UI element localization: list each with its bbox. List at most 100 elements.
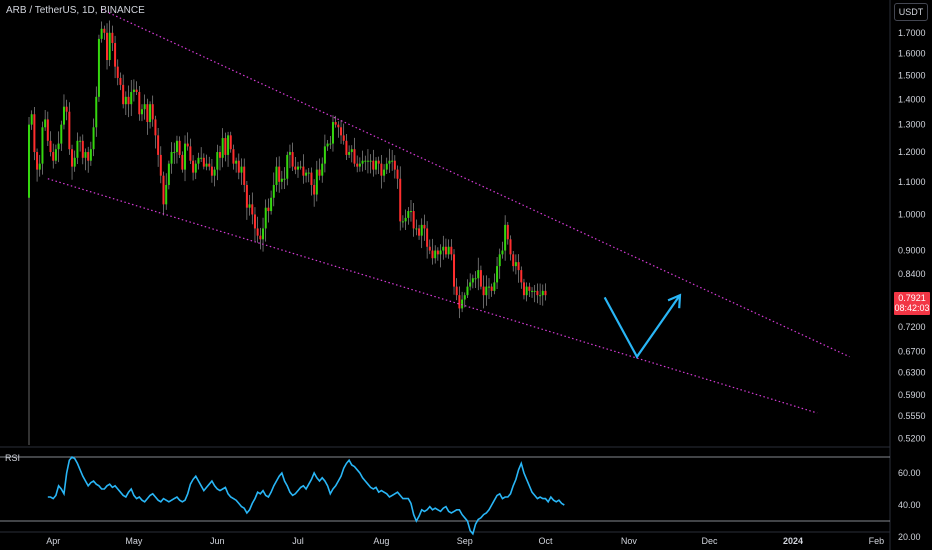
candle-body <box>89 149 92 161</box>
candle-body <box>420 224 423 236</box>
candle-body <box>278 166 281 182</box>
candle-body <box>286 154 289 179</box>
candle-body <box>466 286 469 296</box>
candle-body <box>108 32 111 61</box>
candle-body <box>377 160 380 164</box>
candle-body <box>119 77 122 85</box>
candle-body <box>92 127 95 150</box>
price-tick-label: 1.3000 <box>898 120 926 130</box>
candle-body <box>388 160 391 164</box>
candle-body <box>533 290 536 292</box>
time-tick-label: Dec <box>702 536 719 546</box>
candle-body <box>159 154 162 176</box>
candle-body <box>453 254 456 287</box>
candle-body <box>205 163 208 167</box>
rsi-tick-label: 60.00 <box>898 468 921 478</box>
candle-body <box>95 96 98 128</box>
candle-body <box>520 270 523 283</box>
price-tick-label: 1.1000 <box>898 177 926 187</box>
price-tick-label: 0.6300 <box>898 368 926 378</box>
time-tick-label: Feb <box>869 536 885 546</box>
candle-body <box>348 152 351 155</box>
candle-body <box>73 157 76 167</box>
rsi-tick-label: 40.00 <box>898 500 921 510</box>
candle-body <box>439 250 442 255</box>
candle-body <box>170 152 173 164</box>
last-price-tag: 0.7921 08:42:03 <box>894 292 930 315</box>
candle-body <box>111 32 114 44</box>
price-tick-label: 0.7200 <box>898 322 926 332</box>
candle-body <box>262 228 265 240</box>
candle-body <box>396 169 399 179</box>
candle-body <box>407 211 410 218</box>
candle-body <box>525 286 528 296</box>
rsi-tick-label: 20.00 <box>898 532 921 542</box>
time-tick-label: Nov <box>621 536 638 546</box>
candle-body <box>469 282 472 287</box>
price-tick-label: 1.2000 <box>898 147 926 157</box>
candle-body <box>224 138 227 155</box>
candle-body <box>393 160 396 170</box>
candle-body <box>132 89 135 93</box>
candle-body <box>41 127 44 164</box>
candle-body <box>291 152 294 167</box>
candle-body <box>380 163 383 176</box>
candle-body <box>146 104 149 123</box>
candle-body <box>178 140 181 155</box>
candle-body <box>461 299 464 309</box>
candle-body <box>474 278 477 280</box>
candle-body <box>114 43 117 67</box>
candle-body <box>318 169 321 176</box>
price-tick-label: 1.4000 <box>898 94 926 104</box>
candle-body <box>512 254 515 267</box>
candle-body <box>143 104 146 110</box>
candle-body <box>307 172 310 174</box>
candle-body <box>426 228 429 247</box>
candle-body <box>52 152 55 161</box>
currency-unit-button[interactable]: USDT <box>894 3 928 21</box>
candle-body <box>272 184 275 198</box>
candle-body <box>514 262 517 267</box>
candle-body <box>485 286 488 296</box>
candle-body <box>36 152 39 170</box>
candle-body <box>192 160 195 173</box>
candle-body <box>76 140 79 158</box>
candle-body <box>280 178 283 182</box>
candle-body <box>399 178 402 222</box>
candle-body <box>294 166 297 170</box>
candle-body <box>366 160 369 162</box>
candle-body <box>60 124 63 144</box>
upper-channel-trendline <box>101 8 850 358</box>
candle-body <box>173 152 176 154</box>
candle-body <box>369 160 372 162</box>
candle-body <box>245 184 248 208</box>
candle-body <box>87 152 90 161</box>
price-tick-label: 0.5900 <box>898 390 926 400</box>
candle-body <box>412 211 415 229</box>
price-tick-label: 0.5550 <box>898 411 926 421</box>
candle-body <box>130 92 133 105</box>
candle-body <box>383 169 386 176</box>
candle-body <box>522 282 525 296</box>
price-tick-label: 1.6000 <box>898 49 926 59</box>
time-tick-label: Sep <box>457 536 473 546</box>
projection-path <box>603 294 681 359</box>
candle-body <box>487 286 490 288</box>
candle-body <box>283 178 286 180</box>
candle-body <box>356 163 359 167</box>
time-tick-label: 2024 <box>783 536 803 546</box>
candle-body <box>541 290 544 296</box>
candle-body <box>264 207 267 229</box>
candle-body <box>248 204 251 208</box>
candle-body <box>135 89 138 93</box>
candle-body <box>208 163 211 167</box>
candle-body <box>479 270 482 287</box>
candle-body <box>100 28 103 39</box>
candle-body <box>216 152 219 170</box>
lower-channel-trendline <box>47 178 818 414</box>
candle-countdown: 08:42:03 <box>894 303 930 313</box>
candle-body <box>33 114 36 153</box>
candle-body <box>71 149 74 167</box>
